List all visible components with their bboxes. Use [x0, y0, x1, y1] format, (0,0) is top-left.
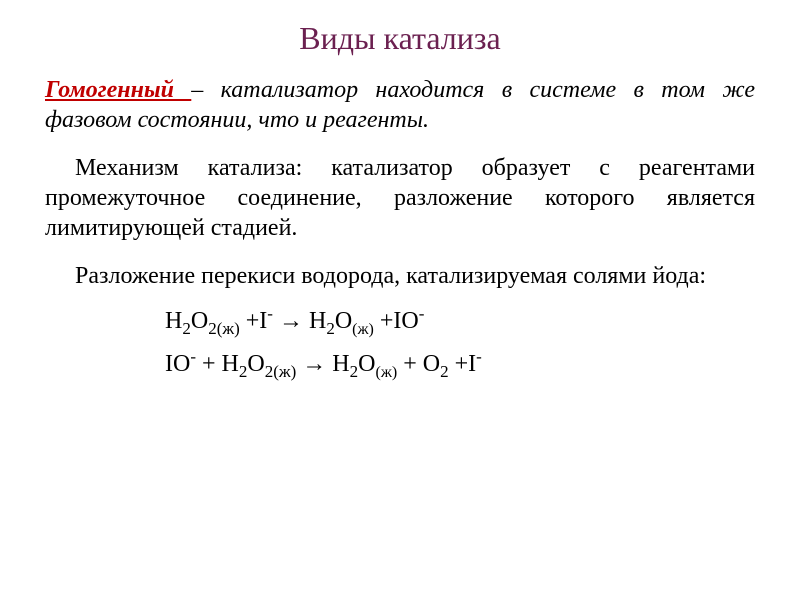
slide-title: Виды катализа [45, 20, 755, 57]
definition-term: Гомогенный [45, 77, 191, 103]
equation-1: H2O2(ж) +I- → H2O(ж) +IO- [165, 303, 755, 340]
example-intro: Разложение перекиси водорода, катализиру… [45, 261, 755, 291]
equation-2: IO- + H2O2(ж) → H2O(ж) + O2 +I- [165, 346, 755, 383]
mechanism-paragraph: Механизм катализа: катализатор образует … [45, 153, 755, 243]
definition-paragraph: Гомогенный – катализатор находится в сис… [45, 75, 755, 135]
